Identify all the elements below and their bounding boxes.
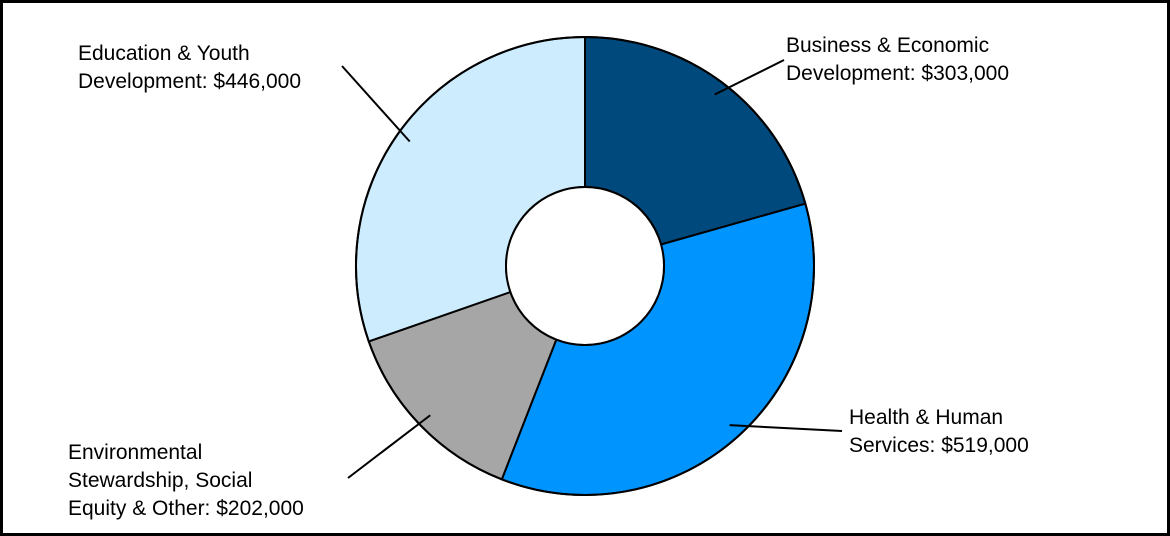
leader-line-4 bbox=[341, 65, 411, 143]
slice-label-line: Development: $446,000 bbox=[78, 70, 301, 93]
slice-label-line: Stewardship, Social bbox=[68, 469, 252, 492]
leader-line-3 bbox=[347, 414, 431, 479]
slice-label-line: Development: $303,000 bbox=[786, 62, 1009, 85]
slice-label-line: Business & Economic bbox=[786, 34, 989, 57]
leader-line-1 bbox=[714, 59, 785, 96]
slice-label-1: Business & Economic Development: $303,000 bbox=[786, 34, 1009, 85]
slice-label-line: Services: $519,000 bbox=[849, 434, 1029, 457]
slice-label-line: Equity & Other: $202,000 bbox=[68, 497, 304, 520]
slice-label-line: Education & Youth bbox=[78, 42, 250, 65]
donut-hole bbox=[505, 186, 665, 346]
slice-label-3: Environmental Stewardship, Social Equity &… bbox=[68, 441, 304, 520]
slice-label-line: Health & Human bbox=[849, 406, 1003, 429]
slice-label-2: Health & Human Services: $519,000 bbox=[849, 406, 1029, 457]
slice-label-line: Environmental bbox=[68, 441, 202, 464]
slice-label-4: Education & Youth Development: $446,000 bbox=[78, 42, 301, 93]
donut-outer-ring bbox=[355, 36, 815, 496]
